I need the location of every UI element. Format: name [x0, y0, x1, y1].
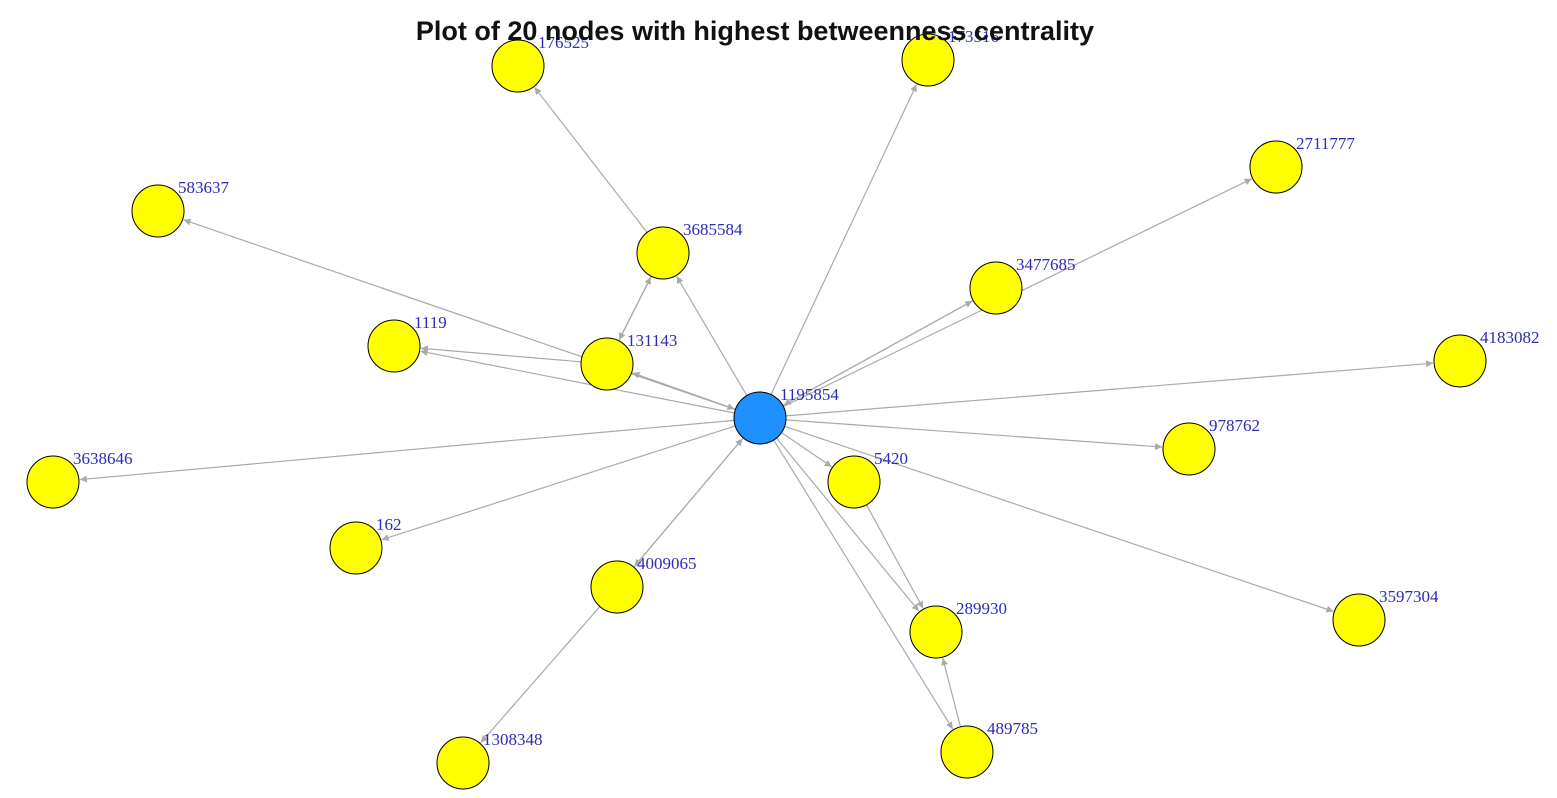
node-583637[interactable]	[131, 184, 185, 238]
plot-title: Plot of 20 nodes with highest betweennes…	[416, 16, 1094, 46]
node-489785[interactable]	[940, 725, 994, 779]
edge-4009065-to-1308348	[480, 606, 601, 744]
node-2711777[interactable]	[1249, 140, 1303, 194]
node-label-583637: 583637	[178, 178, 230, 197]
edges-layer	[79, 84, 1434, 744]
edge-131143-to-1119	[420, 345, 582, 363]
node-label-162: 162	[376, 515, 402, 534]
node-label-1119: 1119	[414, 313, 447, 332]
node-5420[interactable]	[827, 455, 881, 509]
node-label-2711777: 2711777	[1296, 134, 1355, 153]
edge-1195854-to-3638646	[79, 419, 735, 483]
node-4183082[interactable]	[1433, 334, 1487, 388]
node-173516[interactable]	[901, 33, 955, 87]
node-1119[interactable]	[367, 319, 421, 373]
node-label-489785: 489785	[987, 719, 1038, 738]
node-label-4009065: 4009065	[637, 554, 697, 573]
node-3597304[interactable]	[1332, 593, 1386, 647]
node-label-978762: 978762	[1209, 416, 1260, 435]
nodes-layer	[26, 33, 1487, 790]
node-1308348[interactable]	[436, 736, 490, 790]
node-131143[interactable]	[580, 337, 634, 391]
node-4009065[interactable]	[590, 560, 644, 614]
edge-131143-to-1195854	[631, 372, 735, 410]
node-162[interactable]	[329, 521, 383, 575]
node-label-173516: 173516	[948, 27, 999, 46]
edge-1195854-to-4183082	[785, 360, 1434, 417]
node-label-3597304: 3597304	[1379, 587, 1439, 606]
node-1195854[interactable]	[733, 391, 787, 445]
labels-layer: 1195854 176525 173516 2711777 583637 3685584 3…	[73, 27, 1540, 749]
node-3638646[interactable]	[26, 455, 80, 509]
edge-489785-to-289930	[941, 657, 962, 727]
node-label-1195854: 1195854	[780, 385, 839, 404]
node-176525[interactable]	[491, 39, 545, 93]
edge-1195854-to-489785	[773, 439, 954, 730]
edge-1195854-to-289930	[776, 437, 920, 612]
node-3685584[interactable]	[636, 226, 690, 280]
edge-4009065-to-1195854	[633, 438, 744, 568]
node-label-289930: 289930	[956, 599, 1007, 618]
edge-1195854-to-583637	[183, 218, 736, 411]
node-289930[interactable]	[909, 605, 963, 659]
node-label-131143: 131143	[627, 331, 677, 350]
edge-1195854-to-1119	[420, 349, 735, 414]
node-978762[interactable]	[1162, 422, 1216, 476]
node-label-176525: 176525	[538, 33, 589, 52]
edge-1195854-to-162	[381, 425, 736, 541]
edge-1195854-to-978762	[785, 419, 1163, 451]
edge-1195854-to-173516	[770, 84, 918, 395]
node-label-3638646: 3638646	[73, 449, 133, 468]
edge-5420-to-289930	[865, 504, 924, 609]
node-3477685[interactable]	[969, 261, 1023, 315]
edge-3685584-to-131143	[618, 275, 652, 341]
edge-3477685-to-1195854	[783, 300, 974, 406]
node-label-3477685: 3477685	[1016, 255, 1076, 274]
node-label-3685584: 3685584	[683, 220, 743, 239]
node-label-5420: 5420	[874, 449, 908, 468]
node-label-4183082: 4183082	[1480, 328, 1540, 347]
edge-1195854-to-3597304	[784, 425, 1334, 613]
edge-1195854-to-3685584	[676, 275, 748, 396]
edge-1195854-to-5420	[781, 432, 833, 468]
edge-3685584-to-176525	[534, 86, 648, 233]
node-label-1308348: 1308348	[483, 730, 543, 749]
